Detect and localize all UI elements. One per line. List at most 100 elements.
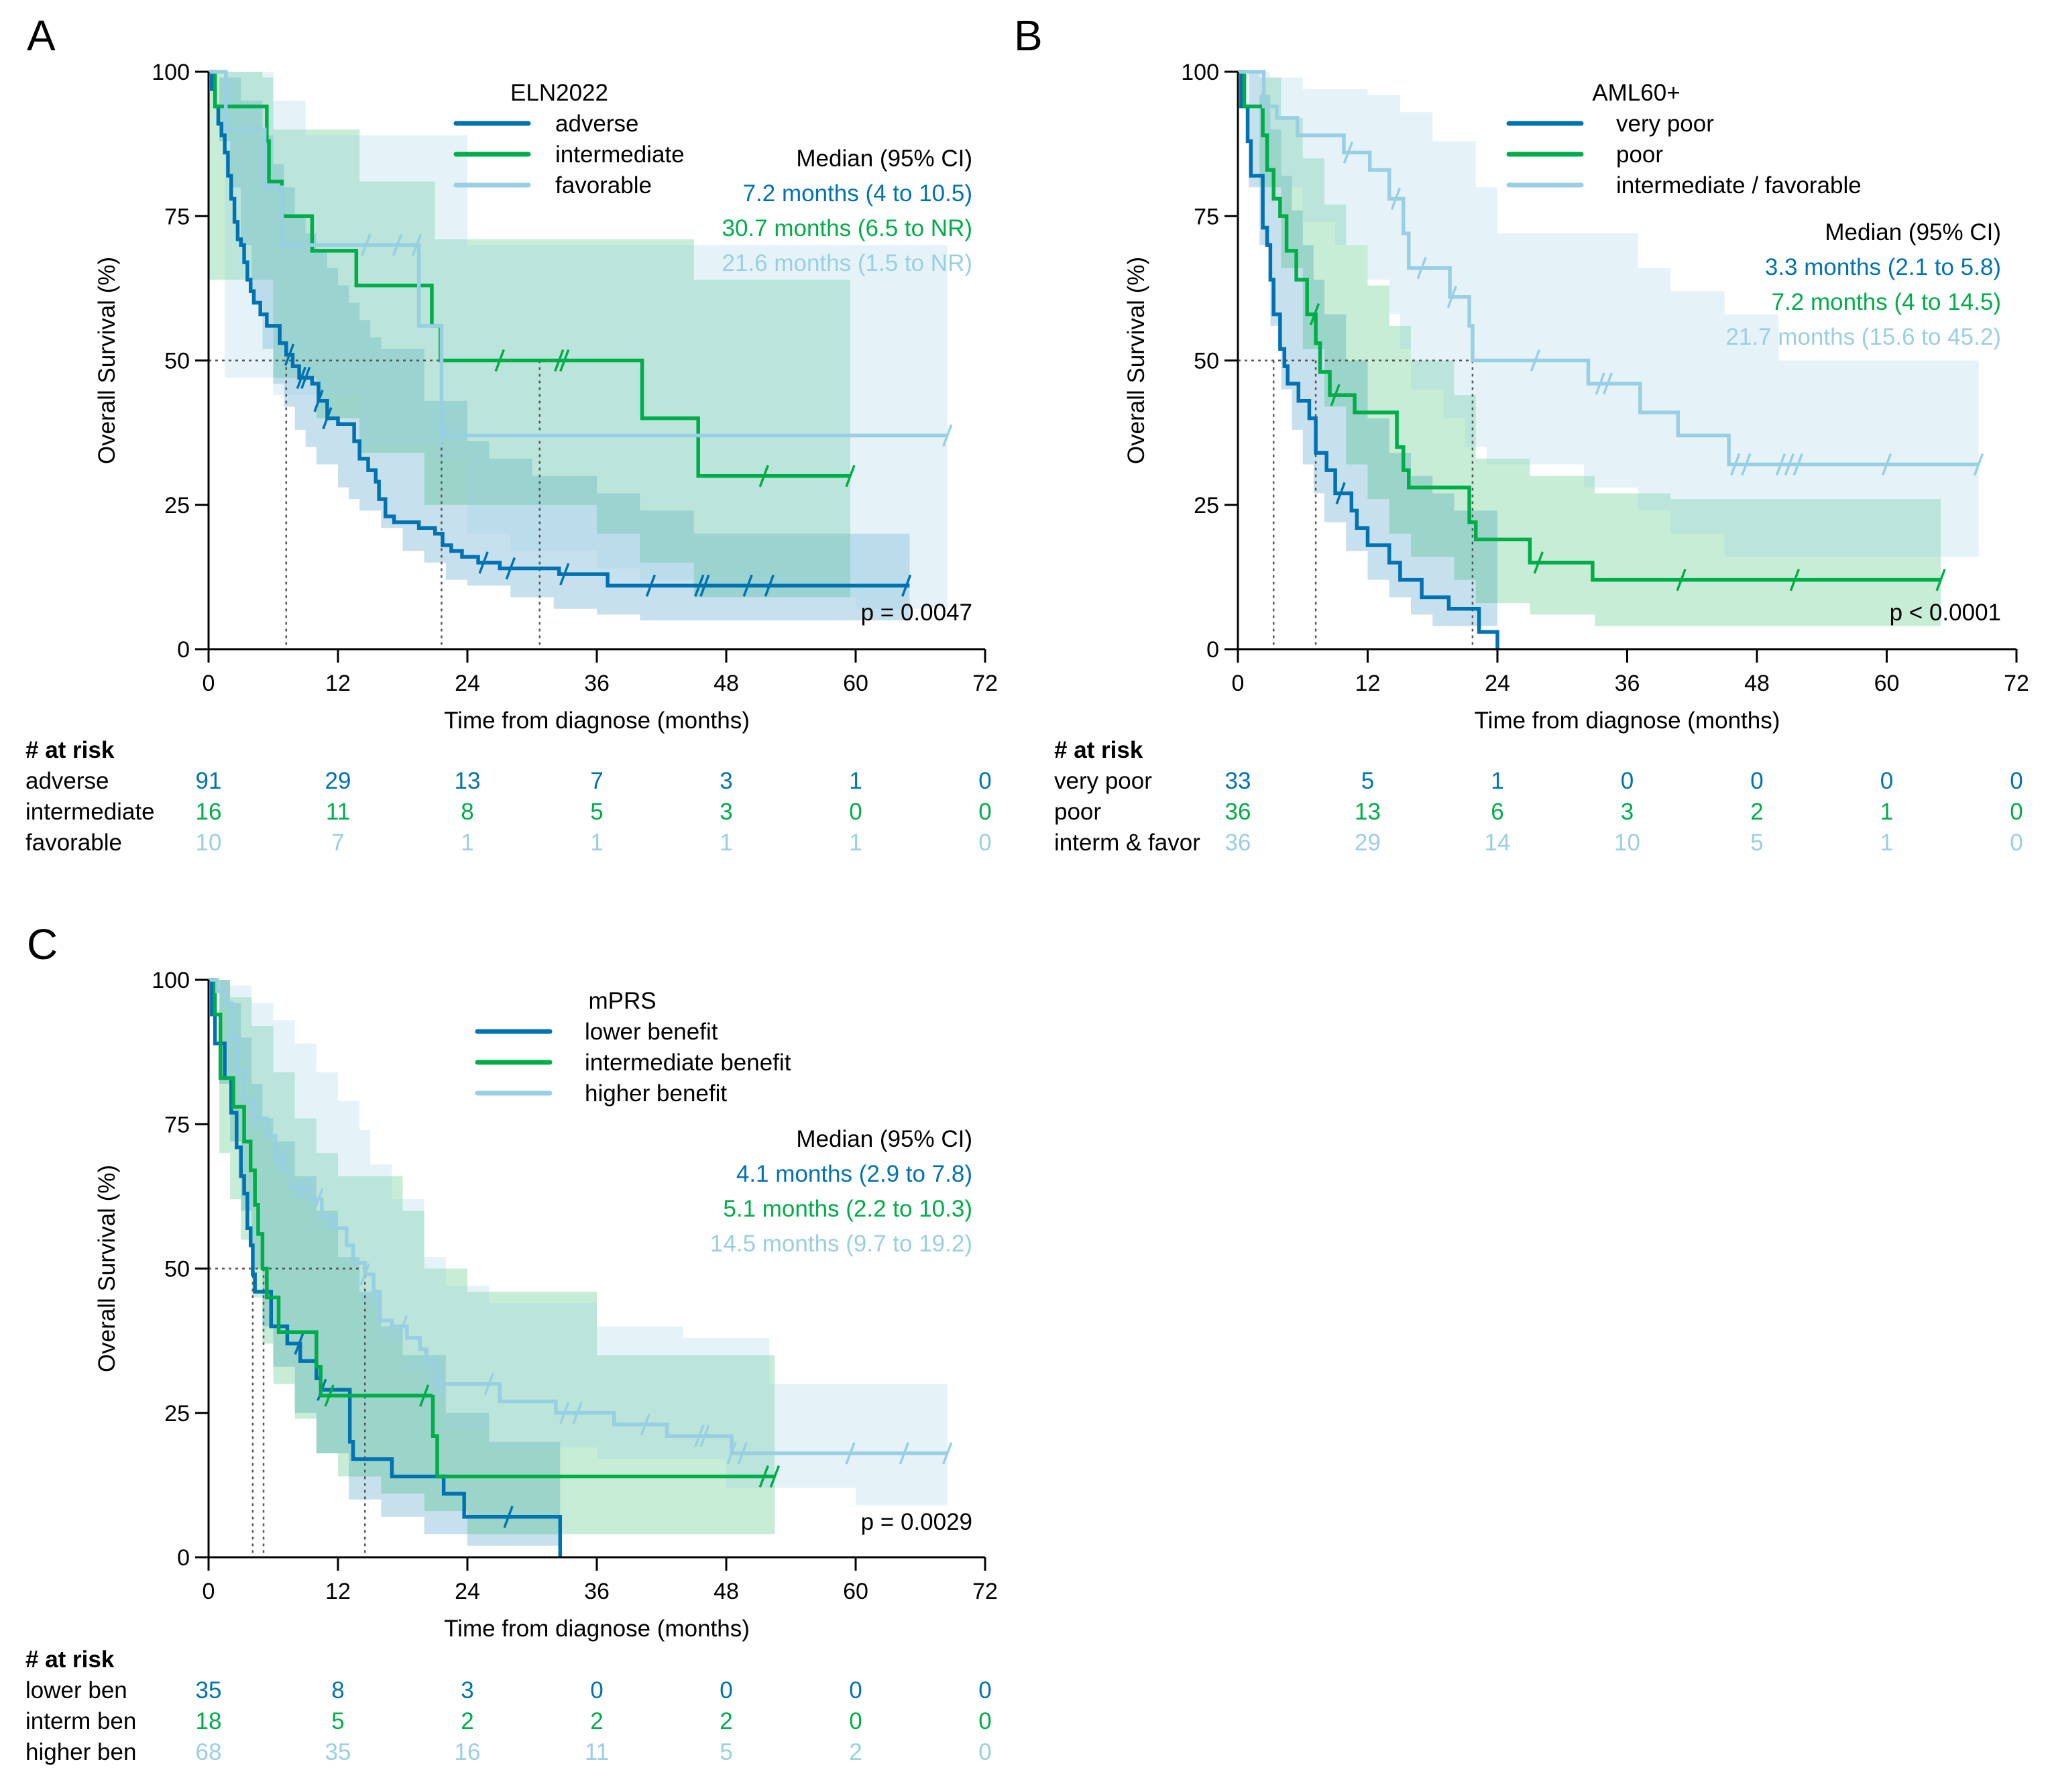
censor-mark [419, 1384, 430, 1407]
x-tick-label: 12 [325, 1579, 351, 1604]
x-axis-title: Time from diagnose (months) [444, 708, 750, 734]
censor-mark [313, 390, 324, 412]
p-value: p < 0.0001 [1890, 600, 2001, 626]
at-risk-row-label: intermediate [25, 799, 155, 825]
x-tick-label: 60 [1874, 671, 1900, 696]
at-risk-value: 36 [1225, 830, 1251, 856]
survival-curve-intermediate-benefit [209, 978, 775, 1479]
censor-mark [1390, 187, 1402, 211]
at-risk-value: 5 [1361, 768, 1374, 794]
y-tick-label: 100 [152, 968, 190, 993]
at-risk-value: 0 [2010, 799, 2022, 825]
censor-mark [899, 1442, 910, 1465]
at-risk-value: 0 [2010, 830, 2022, 856]
censor-mark [699, 1424, 710, 1447]
at-risk-value: 33 [1225, 768, 1251, 794]
at-risk-value: 35 [196, 1677, 222, 1703]
censor-mark [1595, 372, 1605, 395]
median-value: 7.2 months (4 to 10.5) [743, 180, 972, 207]
at-risk-value: 0 [1621, 768, 1634, 794]
survival-curve-adverse [209, 70, 910, 588]
ci-band-1 [1238, 72, 1497, 644]
legend: mPRS lower benefit intermediate benefit hig… [475, 988, 791, 1107]
at-risk-value: 2 [720, 1708, 732, 1734]
at-risk-value: 6 [1491, 799, 1503, 825]
censor-mark [737, 1442, 748, 1465]
at-risk-value: 1 [849, 768, 862, 794]
at-risk-value: 0 [978, 799, 991, 825]
censor-mark [1741, 453, 1752, 476]
censor-mark [1973, 453, 1984, 476]
at-risk-value: 1 [849, 830, 862, 856]
at-risk-value: 0 [590, 1677, 603, 1703]
censor-mark [758, 1465, 769, 1488]
censor-mark [1533, 551, 1544, 574]
x-axis-title: Time from diagnose (months) [444, 1616, 750, 1642]
at-risk-value: 1 [1880, 799, 1893, 825]
ci-band-3 [209, 980, 948, 1506]
at-risk-value: 11 [326, 799, 350, 825]
at-risk-value: 0 [978, 1708, 991, 1734]
at-risk-value: 0 [1750, 768, 1763, 794]
censor-mark [1792, 453, 1803, 476]
legend-item-label: higher benefit [585, 1080, 727, 1107]
median-header: Median (95% CI) [796, 1126, 972, 1152]
legend-item-label: intermediate benefit [585, 1050, 791, 1076]
censor-mark [1416, 257, 1427, 280]
x-tick-label: 0 [1232, 671, 1245, 696]
censor-mark [313, 1188, 324, 1211]
survival-curve-higher-benefit [209, 978, 948, 1455]
x-tick-label: 72 [972, 671, 998, 696]
censor-mark [758, 465, 769, 488]
at-risk-value: 0 [849, 1677, 862, 1703]
legend-item-label: adverse [555, 111, 639, 137]
at-risk-row-label: lower ben [25, 1677, 127, 1703]
at-risk-title: # at risk [1054, 737, 1143, 763]
median-summary: Median (95% CI) 7.2 months (4 to 10.5) 30.… [722, 146, 973, 276]
censor-mark [845, 465, 856, 488]
x-tick-label: 72 [2004, 671, 2029, 696]
at-risk-value: 3 [1621, 799, 1634, 825]
median-header: Median (95% CI) [796, 146, 972, 172]
y-tick-label: 75 [164, 204, 190, 229]
legend-item-label: poor [1616, 142, 1663, 168]
panel-label: B [1014, 11, 1043, 60]
at-risk-value: 29 [325, 768, 351, 794]
at-risk-value: 7 [331, 830, 344, 856]
panel-label: A [27, 11, 56, 60]
legend-item-label: intermediate / favorable [1616, 172, 1862, 199]
censor-mark [483, 1373, 494, 1396]
at-risk-value: 0 [978, 768, 991, 794]
censor-mark [1602, 372, 1613, 395]
at-risk-value: 13 [1355, 799, 1381, 825]
censor-mark [503, 1506, 514, 1528]
censor-mark [1789, 569, 1801, 592]
ci-band-1 [209, 72, 910, 620]
legend-title: mPRS [588, 988, 656, 1014]
at-risk-value: 5 [590, 799, 603, 825]
censor-mark [478, 551, 489, 574]
censor-mark [1730, 453, 1741, 476]
legend-item-label: very poor [1616, 111, 1714, 137]
at-risk-value: 11 [585, 1739, 609, 1765]
censor-mark [322, 406, 333, 430]
at-risk-value: 0 [2010, 768, 2022, 794]
censor-mark [572, 1402, 583, 1424]
at-risk-row-label: poor [1054, 799, 1101, 825]
x-tick-label: 36 [584, 671, 610, 696]
x-tick-label: 0 [203, 671, 215, 696]
censor-mark [901, 574, 912, 597]
y-tick-label: 25 [1194, 493, 1219, 518]
censor-mark [559, 1402, 570, 1424]
at-risk-value: 3 [720, 768, 732, 794]
at-risk-row-label: higher ben [25, 1739, 136, 1765]
censor-mark [559, 349, 570, 372]
y-axis-title: Overall Survival (%) [94, 257, 120, 464]
survival-curve-very-poor [1238, 70, 1499, 649]
y-tick-label: 25 [164, 493, 190, 518]
